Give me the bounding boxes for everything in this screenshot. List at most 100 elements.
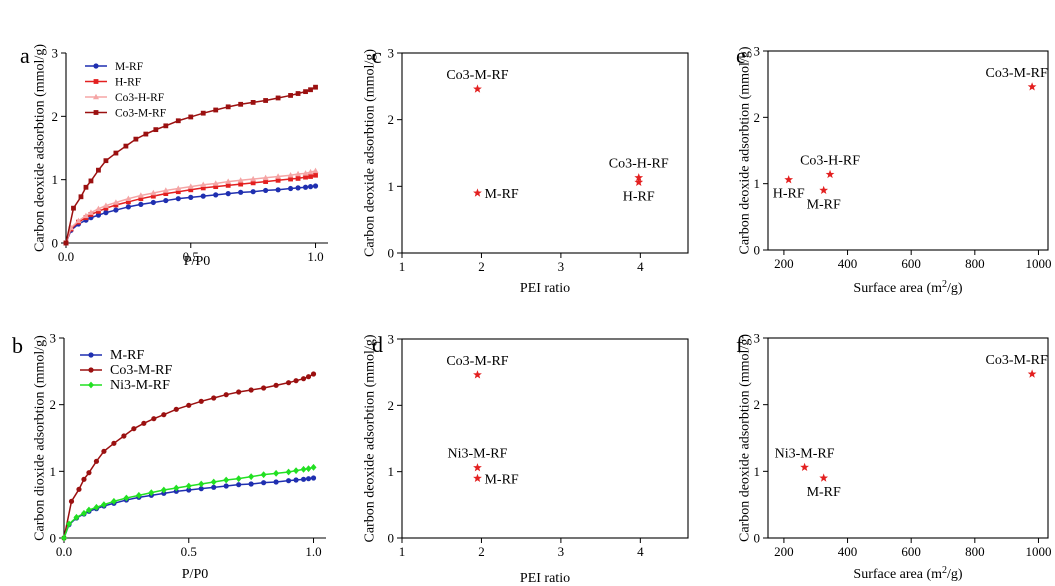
data-point bbox=[150, 193, 156, 199]
data-point bbox=[153, 127, 159, 133]
data-point bbox=[312, 183, 319, 189]
data-point bbox=[161, 412, 167, 418]
data-point bbox=[186, 487, 192, 493]
data-point bbox=[121, 433, 127, 439]
data-point bbox=[305, 476, 312, 482]
data-point bbox=[200, 110, 206, 116]
y-axis-label: Carbon deoxide adsorbtion (mmol/g) bbox=[738, 46, 753, 254]
y-tick-label: 1 bbox=[50, 464, 57, 479]
data-point bbox=[263, 179, 269, 184]
data-point bbox=[238, 189, 244, 195]
data-point bbox=[187, 183, 194, 189]
point-label: H-RF bbox=[623, 189, 655, 204]
data-point bbox=[113, 202, 119, 208]
data-point bbox=[295, 176, 301, 181]
y-axis-label: Carbon dioxide adsorbtion (mmol/g) bbox=[33, 335, 48, 541]
data-point bbox=[248, 387, 254, 393]
plot-frame bbox=[401, 52, 689, 254]
data-point bbox=[110, 497, 117, 505]
x-tick-label: 1 bbox=[399, 259, 406, 274]
data-point bbox=[63, 240, 69, 246]
data-point bbox=[143, 131, 149, 137]
point-Co3-M-RF: Co3-M-RF bbox=[446, 68, 509, 93]
data-point bbox=[295, 170, 302, 177]
data-point bbox=[250, 175, 257, 182]
x-tick-label: 2 bbox=[478, 544, 485, 559]
data-point bbox=[275, 187, 281, 193]
data-point bbox=[288, 176, 293, 182]
data-point-star bbox=[634, 173, 644, 182]
data-point bbox=[81, 476, 87, 482]
data-point bbox=[238, 181, 244, 187]
data-point bbox=[263, 98, 269, 103]
data-point bbox=[68, 498, 75, 504]
data-point bbox=[96, 167, 101, 173]
y-axis-label: Carbon deoxide adsorbtion (mmol/g) bbox=[363, 49, 378, 257]
data-point bbox=[188, 194, 194, 200]
data-point bbox=[75, 217, 82, 224]
legend-label: Co3-M-RF bbox=[115, 108, 166, 120]
x-axis-label: Surface area (m2/g) bbox=[853, 279, 962, 296]
data-point bbox=[103, 210, 109, 216]
series-Ni3-M-RF bbox=[61, 463, 317, 542]
data-point-star bbox=[473, 463, 482, 472]
series-line bbox=[65, 86, 316, 244]
x-axis-label: PEI ratio bbox=[520, 281, 570, 296]
data-point bbox=[300, 476, 307, 482]
y-tick-label: 3 bbox=[52, 46, 59, 61]
data-point bbox=[263, 187, 269, 194]
legend-marker bbox=[88, 352, 94, 358]
y-tick-label: 2 bbox=[50, 397, 57, 412]
legend-item: Ni3-M-RF bbox=[80, 378, 170, 393]
y-tick-label: 2 bbox=[754, 397, 761, 412]
x-tick-label: 4 bbox=[637, 259, 644, 274]
data-point bbox=[305, 374, 312, 380]
data-point bbox=[95, 212, 102, 218]
data-point bbox=[82, 212, 89, 219]
data-point bbox=[150, 199, 156, 206]
point-label: Co3-M-RF bbox=[446, 354, 508, 369]
x-tick-label: 600 bbox=[901, 256, 921, 271]
point-H-RF: H-RF bbox=[623, 177, 655, 204]
data-point bbox=[78, 194, 84, 200]
data-point bbox=[287, 185, 294, 192]
y-tick-label: 0 bbox=[754, 531, 761, 546]
x-tick-label: 2 bbox=[478, 259, 485, 274]
y-tick-label: 3 bbox=[754, 44, 761, 59]
y-tick-label: 1 bbox=[754, 176, 761, 191]
panel-letter: e bbox=[736, 43, 746, 68]
point-Co3-M-RF: Co3-M-RF bbox=[986, 66, 1048, 91]
data-point bbox=[175, 189, 181, 195]
point-label: H-RF bbox=[773, 187, 805, 202]
data-point bbox=[73, 513, 80, 521]
data-point-star bbox=[1027, 369, 1037, 378]
data-point bbox=[213, 107, 219, 113]
data-point bbox=[275, 177, 281, 183]
data-point bbox=[213, 184, 219, 190]
point-label: Ni3-M-RF bbox=[448, 447, 508, 462]
legend-label: H-RF bbox=[115, 77, 141, 89]
data-point bbox=[76, 486, 82, 492]
data-point-star bbox=[473, 473, 482, 483]
data-point bbox=[225, 182, 231, 188]
y-axis-label: Carbon deoxide adsorbtion (mmol/g) bbox=[738, 334, 753, 542]
legend-item: H-RF bbox=[85, 77, 141, 89]
data-point bbox=[248, 473, 255, 481]
data-point-star bbox=[634, 177, 644, 187]
legend-marker bbox=[93, 79, 99, 84]
point-M-RF: M-RF bbox=[473, 187, 519, 202]
point-label: Co3-M-RF bbox=[986, 66, 1048, 81]
point-Ni3-M-RF: Ni3-M-RF bbox=[448, 447, 508, 472]
data-point bbox=[138, 201, 144, 207]
point-Ni3-M-RF: Ni3-M-RF bbox=[775, 446, 835, 472]
legend-item: Co3-M-RF bbox=[85, 108, 166, 120]
data-point bbox=[300, 376, 307, 382]
data-point bbox=[125, 199, 131, 205]
data-point bbox=[198, 398, 204, 404]
data-point bbox=[313, 172, 318, 178]
data-point bbox=[163, 191, 169, 196]
data-point bbox=[100, 501, 107, 509]
x-tick-label: 0.5 bbox=[181, 544, 197, 559]
x-tick-label: 0.5 bbox=[183, 249, 199, 264]
